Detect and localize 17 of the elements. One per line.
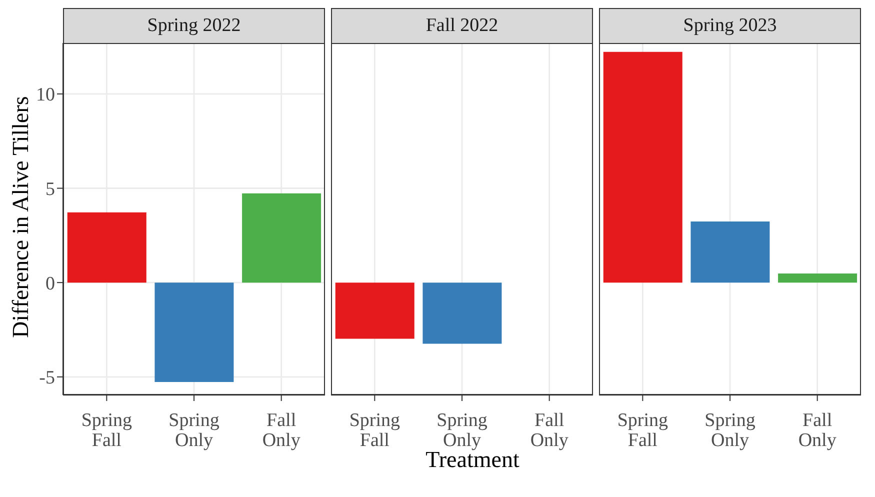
x-tick-label: Spring Only	[436, 410, 488, 452]
x-tick-label: Fall Only	[530, 410, 569, 452]
x-tick-label: Fall Only	[798, 410, 837, 452]
x-tick-label: Spring Fall	[349, 410, 400, 452]
chart-title: Spring 2022	[63, 8, 325, 43]
y-tick-label: 10	[36, 84, 55, 106]
chart-title: Fall 2022	[331, 8, 593, 43]
y-axis-title: Difference in Alive Tillers	[8, 96, 34, 338]
chart-title: Spring 2023	[599, 8, 861, 43]
y-tick-label: -5	[39, 368, 55, 389]
y-tick-label: 0	[46, 273, 55, 294]
x-tick-label: Spring Only	[168, 410, 220, 452]
y-tick-label: 5	[46, 178, 55, 200]
x-tick-label: Spring Fall	[81, 410, 132, 452]
x-tick-label: Spring Fall	[617, 410, 668, 452]
x-tick-label: Fall Only	[262, 410, 301, 452]
x-tick-label: Spring Only	[704, 410, 756, 452]
